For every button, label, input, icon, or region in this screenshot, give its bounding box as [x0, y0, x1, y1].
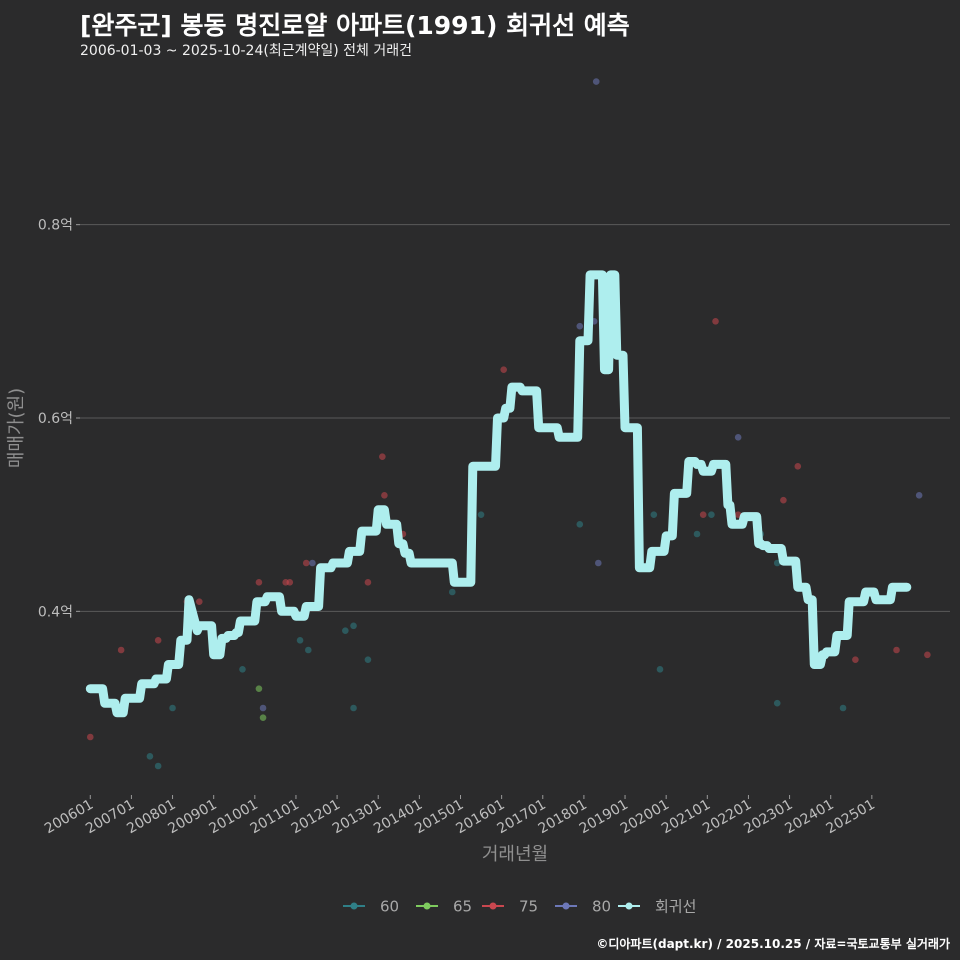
- chart-title: [완주군] 봉동 명진로얄 아파트(1991) 회귀선 예측: [80, 11, 630, 40]
- point-area-80: [592, 78, 600, 85]
- point-area-75: [924, 651, 931, 659]
- point-area-60: [576, 521, 584, 528]
- scatter-points: [86, 78, 931, 770]
- point-area-60: [364, 656, 372, 663]
- point-area-60: [839, 704, 847, 712]
- point-area-60: [304, 646, 312, 654]
- point-area-65: [255, 685, 263, 692]
- legend-marker-80: [562, 902, 570, 910]
- point-area-60: [350, 704, 357, 712]
- point-area-75: [379, 453, 386, 460]
- grid-lines: [80, 224, 950, 612]
- point-area-60: [708, 511, 715, 518]
- point-area-60: [693, 530, 701, 538]
- point-area-60: [154, 762, 162, 770]
- point-area-60: [350, 622, 357, 630]
- x-axis-label: 거래년월: [482, 844, 548, 865]
- legend-marker-회귀선: [625, 902, 633, 910]
- regression-layer: [85, 270, 912, 718]
- point-area-75: [154, 637, 162, 644]
- point-area-75: [780, 496, 787, 504]
- point-area-80: [915, 492, 923, 499]
- point-area-75: [255, 579, 263, 586]
- point-area-60: [146, 753, 154, 760]
- point-area-80: [594, 559, 602, 567]
- source-footer: ©디아파트(dapt.kr) / 2025.10.25 / 자료=국토교통부 실…: [596, 937, 950, 951]
- legend-label-80: 80: [592, 898, 611, 916]
- legend-label-회귀선: 회귀선: [655, 898, 696, 916]
- regression-line: [85, 270, 912, 718]
- point-area-75: [302, 559, 310, 567]
- point-area-75: [364, 579, 372, 586]
- x-axis-ticks: 2006012007012008012009012010012011012012…: [42, 795, 878, 837]
- point-area-60: [477, 511, 485, 518]
- point-area-60: [239, 666, 246, 673]
- point-area-75: [712, 318, 719, 325]
- legend-label-75: 75: [519, 898, 538, 916]
- point-area-75: [500, 366, 507, 373]
- point-area-60: [650, 511, 658, 518]
- point-area-75: [286, 579, 294, 586]
- point-area-75: [195, 598, 203, 605]
- legend-marker-60: [350, 902, 358, 910]
- legend-marker-75: [489, 902, 497, 910]
- point-area-60: [296, 637, 304, 644]
- legend-label-60: 60: [380, 898, 399, 916]
- point-area-75: [86, 733, 94, 741]
- legend-label-65: 65: [453, 898, 472, 916]
- point-area-80: [576, 322, 584, 330]
- point-area-60: [342, 627, 349, 634]
- chart-subtitle: 2006-01-03 ~ 2025-10-24(최근계약일) 전체 거래건: [80, 43, 412, 59]
- y-tick-label: 0.8억: [38, 218, 73, 234]
- legend-marker-65: [423, 902, 431, 910]
- point-area-65: [259, 714, 267, 721]
- point-area-80: [734, 434, 742, 441]
- legend: 60 65 75 80 회귀선: [343, 898, 696, 916]
- point-area-80: [309, 559, 316, 567]
- point-area-80: [259, 704, 267, 712]
- point-area-60: [448, 588, 456, 596]
- y-axis-label: 매매가(원): [6, 388, 27, 468]
- point-area-75: [794, 463, 802, 470]
- y-axis-ticks: 0.4억 0.6억 0.8억: [38, 218, 80, 620]
- point-area-75: [381, 492, 388, 499]
- point-area-60: [773, 699, 781, 707]
- y-tick-label: 0.4억: [38, 604, 73, 620]
- point-area-60: [169, 704, 176, 712]
- point-area-75: [893, 646, 900, 654]
- point-area-75: [852, 656, 859, 663]
- point-area-75: [117, 646, 125, 654]
- y-tick-label: 0.6억: [38, 411, 73, 427]
- point-area-60: [656, 666, 664, 673]
- point-area-75: [699, 511, 707, 518]
